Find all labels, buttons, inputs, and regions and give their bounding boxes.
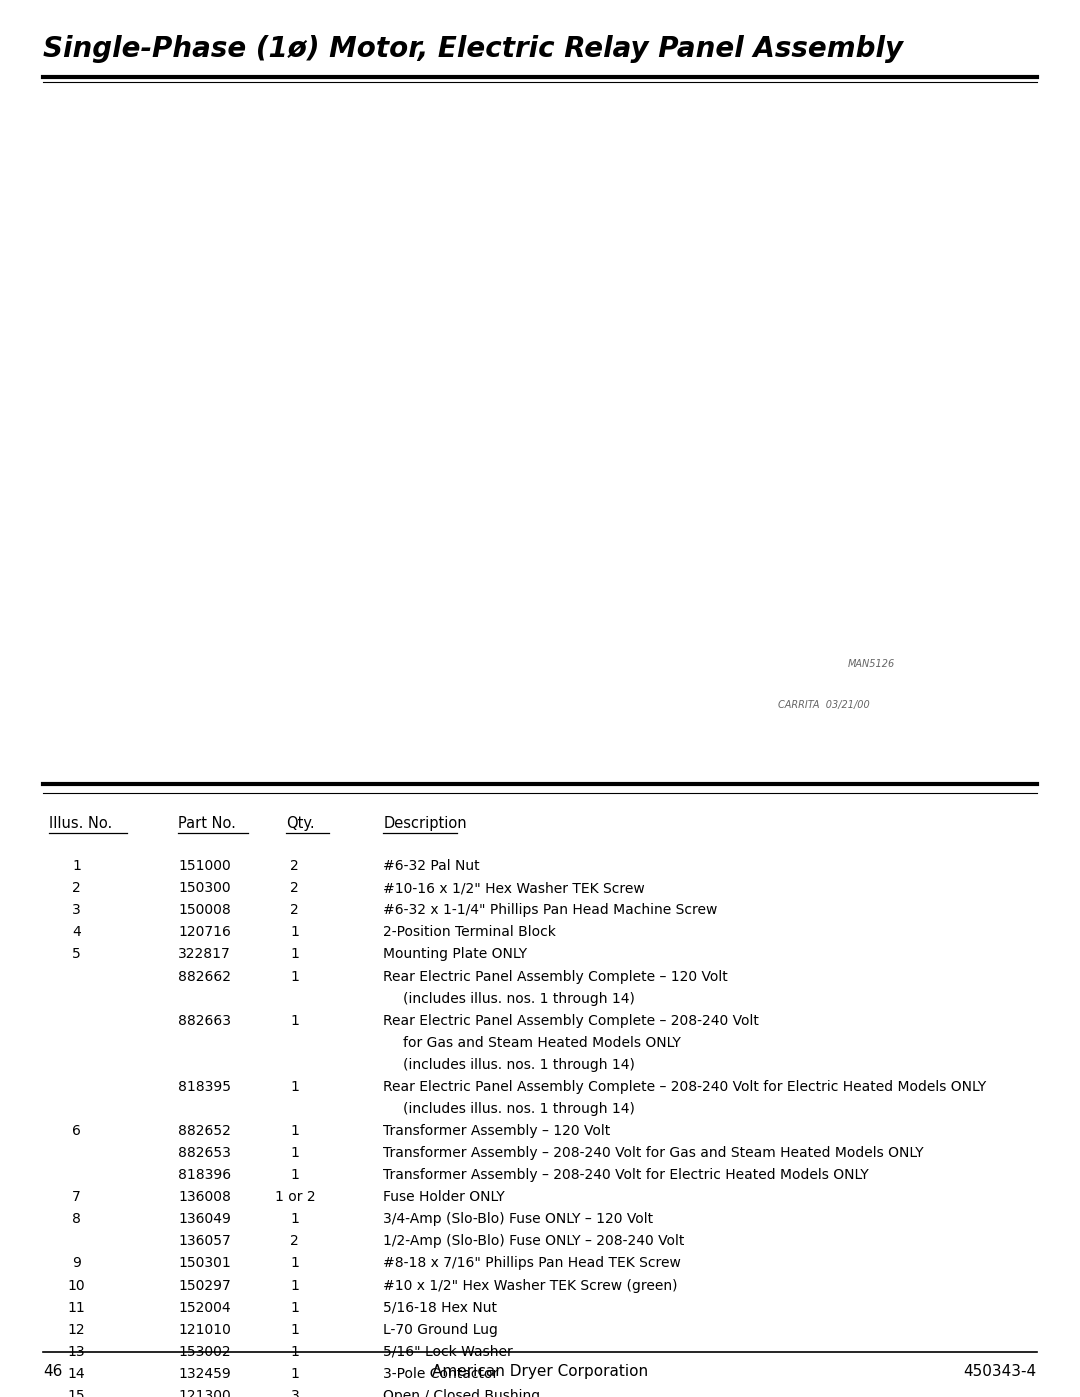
Text: 46: 46 — [43, 1365, 63, 1379]
Text: Transformer Assembly – 120 Volt: Transformer Assembly – 120 Volt — [383, 1125, 610, 1139]
Text: 322817: 322817 — [178, 947, 231, 961]
Text: 13: 13 — [68, 1345, 85, 1359]
Text: #10-16 x 1/2" Hex Washer TEK Screw: #10-16 x 1/2" Hex Washer TEK Screw — [383, 882, 645, 895]
Text: #6-32 x 1-1/4" Phillips Pan Head Machine Screw: #6-32 x 1-1/4" Phillips Pan Head Machine… — [383, 904, 718, 918]
Text: 2: 2 — [291, 882, 299, 895]
Text: 1: 1 — [291, 1345, 299, 1359]
Text: 150300: 150300 — [178, 882, 231, 895]
Text: MAN5126: MAN5126 — [848, 658, 895, 669]
Text: 1: 1 — [291, 1080, 299, 1094]
Text: 4: 4 — [72, 925, 81, 939]
Text: 882662: 882662 — [178, 970, 231, 983]
Text: 1: 1 — [72, 859, 81, 873]
Text: 5: 5 — [72, 947, 81, 961]
Text: Rear Electric Panel Assembly Complete – 208-240 Volt for Electric Heated Models : Rear Electric Panel Assembly Complete – … — [383, 1080, 987, 1094]
Text: 3/4-Amp (Slo-Blo) Fuse ONLY – 120 Volt: 3/4-Amp (Slo-Blo) Fuse ONLY – 120 Volt — [383, 1213, 653, 1227]
Text: L-70 Ground Lug: L-70 Ground Lug — [383, 1323, 498, 1337]
Text: 882653: 882653 — [178, 1146, 231, 1160]
Text: 8: 8 — [72, 1213, 81, 1227]
Text: 2: 2 — [291, 904, 299, 918]
Text: 1: 1 — [291, 947, 299, 961]
Text: 882652: 882652 — [178, 1125, 231, 1139]
Text: 132459: 132459 — [178, 1366, 231, 1380]
Text: 150297: 150297 — [178, 1278, 231, 1292]
Text: 1: 1 — [291, 1323, 299, 1337]
Text: Illus. No.: Illus. No. — [49, 816, 112, 831]
Text: 120716: 120716 — [178, 925, 231, 939]
Text: (includes illus. nos. 1 through 14): (includes illus. nos. 1 through 14) — [403, 1102, 635, 1116]
Text: 1: 1 — [291, 1213, 299, 1227]
Text: 9: 9 — [72, 1256, 81, 1270]
Text: 5/16" Lock Washer: 5/16" Lock Washer — [383, 1345, 513, 1359]
Text: 1: 1 — [291, 1146, 299, 1160]
Text: 1: 1 — [291, 1278, 299, 1292]
Text: 136057: 136057 — [178, 1235, 231, 1249]
Text: 1: 1 — [291, 1168, 299, 1182]
Text: Mounting Plate ONLY: Mounting Plate ONLY — [383, 947, 527, 961]
Text: 3: 3 — [291, 1389, 299, 1397]
Text: 121010: 121010 — [178, 1323, 231, 1337]
Text: American Dryer Corporation: American Dryer Corporation — [432, 1365, 648, 1379]
Text: 1: 1 — [291, 1014, 299, 1028]
Text: 2: 2 — [291, 859, 299, 873]
Text: 12: 12 — [68, 1323, 85, 1337]
Text: 3-Pole Contactor: 3-Pole Contactor — [383, 1366, 499, 1380]
Text: 7: 7 — [72, 1190, 81, 1204]
Text: 818396: 818396 — [178, 1168, 231, 1182]
Text: 6: 6 — [72, 1125, 81, 1139]
Text: 1 or 2: 1 or 2 — [274, 1190, 315, 1204]
Text: Rear Electric Panel Assembly Complete – 208-240 Volt: Rear Electric Panel Assembly Complete – … — [383, 1014, 759, 1028]
Text: 15: 15 — [68, 1389, 85, 1397]
Text: CARRITA  03/21/00: CARRITA 03/21/00 — [778, 700, 869, 711]
Text: Open / Closed Bushing: Open / Closed Bushing — [383, 1389, 540, 1397]
Text: Fuse Holder ONLY: Fuse Holder ONLY — [383, 1190, 505, 1204]
Text: for Gas and Steam Heated Models ONLY: for Gas and Steam Heated Models ONLY — [403, 1035, 680, 1049]
Text: 1: 1 — [291, 1301, 299, 1315]
Text: 1/2-Amp (Slo-Blo) Fuse ONLY – 208-240 Volt: 1/2-Amp (Slo-Blo) Fuse ONLY – 208-240 Vo… — [383, 1235, 685, 1249]
Text: Description: Description — [383, 816, 467, 831]
Text: #6-32 Pal Nut: #6-32 Pal Nut — [383, 859, 480, 873]
Text: 150301: 150301 — [178, 1256, 231, 1270]
Text: 11: 11 — [68, 1301, 85, 1315]
Text: 121300: 121300 — [178, 1389, 231, 1397]
Text: Part No.: Part No. — [178, 816, 237, 831]
Text: 1: 1 — [291, 970, 299, 983]
Text: 450343-4: 450343-4 — [963, 1365, 1037, 1379]
Text: (includes illus. nos. 1 through 14): (includes illus. nos. 1 through 14) — [403, 992, 635, 1006]
Text: 818395: 818395 — [178, 1080, 231, 1094]
Text: 2-Position Terminal Block: 2-Position Terminal Block — [383, 925, 556, 939]
Text: Transformer Assembly – 208-240 Volt for Electric Heated Models ONLY: Transformer Assembly – 208-240 Volt for … — [383, 1168, 869, 1182]
Text: 151000: 151000 — [178, 859, 231, 873]
Text: 1: 1 — [291, 1125, 299, 1139]
Text: Qty.: Qty. — [286, 816, 315, 831]
Text: Transformer Assembly – 208-240 Volt for Gas and Steam Heated Models ONLY: Transformer Assembly – 208-240 Volt for … — [383, 1146, 924, 1160]
Text: 153002: 153002 — [178, 1345, 231, 1359]
Text: #10 x 1/2" Hex Washer TEK Screw (green): #10 x 1/2" Hex Washer TEK Screw (green) — [383, 1278, 678, 1292]
Text: 136008: 136008 — [178, 1190, 231, 1204]
Text: 3: 3 — [72, 904, 81, 918]
Text: 1: 1 — [291, 925, 299, 939]
Text: (includes illus. nos. 1 through 14): (includes illus. nos. 1 through 14) — [403, 1058, 635, 1071]
Text: 1: 1 — [291, 1366, 299, 1380]
Text: 2: 2 — [291, 1235, 299, 1249]
Text: 10: 10 — [68, 1278, 85, 1292]
Text: Rear Electric Panel Assembly Complete – 120 Volt: Rear Electric Panel Assembly Complete – … — [383, 970, 728, 983]
Text: 5/16-18 Hex Nut: 5/16-18 Hex Nut — [383, 1301, 498, 1315]
Text: 150008: 150008 — [178, 904, 231, 918]
Text: 882663: 882663 — [178, 1014, 231, 1028]
Text: 1: 1 — [291, 1256, 299, 1270]
Text: 136049: 136049 — [178, 1213, 231, 1227]
Text: 152004: 152004 — [178, 1301, 231, 1315]
Text: Single-Phase (1ø) Motor, Electric Relay Panel Assembly: Single-Phase (1ø) Motor, Electric Relay … — [43, 35, 903, 63]
Text: 2: 2 — [72, 882, 81, 895]
Text: #8-18 x 7/16" Phillips Pan Head TEK Screw: #8-18 x 7/16" Phillips Pan Head TEK Scre… — [383, 1256, 681, 1270]
Text: 14: 14 — [68, 1366, 85, 1380]
